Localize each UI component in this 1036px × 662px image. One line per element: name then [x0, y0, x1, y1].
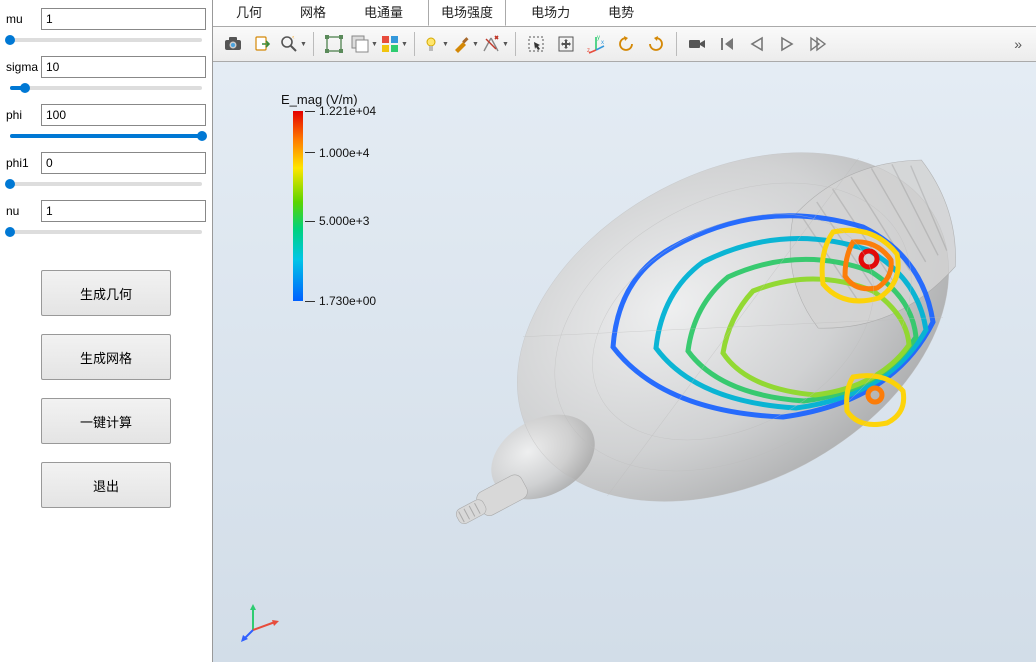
generate-mesh-button[interactable]: 生成网格 — [41, 334, 171, 380]
tab-efield[interactable]: 电场强度 — [428, 0, 506, 26]
legend-tick: 1.730e+00 — [305, 294, 376, 308]
button-stack: 生成几何 生成网格 一键计算 退出 — [6, 270, 206, 508]
tab-mesh[interactable]: 网格 — [287, 0, 339, 26]
model-render — [413, 117, 993, 577]
toolbar-overflow-icon[interactable]: » — [1006, 36, 1030, 52]
param-label-mu: mu — [6, 12, 41, 26]
exit-button[interactable]: 退出 — [41, 462, 171, 508]
svg-text:z: z — [587, 48, 590, 54]
color-legend: E_mag (V/m) 1.221e+041.000e+45.000e+31.7… — [263, 92, 358, 301]
camera-icon[interactable] — [219, 30, 247, 58]
pan-select-icon[interactable] — [522, 30, 550, 58]
legend-tick: 5.000e+3 — [305, 214, 369, 228]
slider-nu[interactable] — [10, 230, 202, 234]
compute-button[interactable]: 一键计算 — [41, 398, 171, 444]
multi-select-icon[interactable]: ▼ — [380, 30, 408, 58]
param-label-sigma: sigma — [6, 60, 41, 74]
param-label-nu: nu — [6, 204, 41, 218]
viewport-3d[interactable]: E_mag (V/m) 1.221e+041.000e+45.000e+31.7… — [213, 62, 1036, 662]
export-icon[interactable] — [249, 30, 277, 58]
slider-mu[interactable] — [10, 38, 202, 42]
legend-colorbar — [293, 111, 303, 301]
slider-phi[interactable] — [10, 134, 202, 138]
tab-geometry[interactable]: 几何 — [223, 0, 275, 26]
next-frame-icon[interactable] — [803, 30, 831, 58]
select-window-icon[interactable]: ▼ — [350, 30, 378, 58]
video-icon[interactable] — [683, 30, 711, 58]
toolbar: ▼ ▼ ▼ ▼ ▼ ▼ — [213, 26, 1036, 62]
axis-triad-icon — [241, 602, 281, 642]
move-icon[interactable] — [552, 30, 580, 58]
param-input-nu[interactable] — [41, 200, 206, 222]
slider-phi1[interactable] — [10, 182, 202, 186]
svg-text:x: x — [601, 40, 604, 46]
play-icon[interactable] — [773, 30, 801, 58]
param-input-phi[interactable] — [41, 104, 206, 126]
prev-frame-icon[interactable] — [743, 30, 771, 58]
legend-tick: 1.000e+4 — [305, 146, 369, 160]
sidebar: mu sigma phi phi1 nu 生成几何 生成网格 一键计算 退出 — [0, 0, 213, 662]
brush-icon[interactable]: ▼ — [451, 30, 479, 58]
zoom-icon[interactable]: ▼ — [279, 30, 307, 58]
param-input-mu[interactable] — [41, 8, 206, 30]
rotate-ccw-icon[interactable] — [612, 30, 640, 58]
first-frame-icon[interactable] — [713, 30, 741, 58]
generate-geometry-button[interactable]: 生成几何 — [41, 270, 171, 316]
tab-potential[interactable]: 电势 — [595, 0, 647, 26]
tab-eforce[interactable]: 电场力 — [518, 0, 583, 26]
light-icon[interactable]: ▼ — [421, 30, 449, 58]
main-area: 几何网格电通量电场强度电场力电势 ▼ ▼ ▼ ▼ — [213, 0, 1036, 662]
measure-icon[interactable]: ▼ — [481, 30, 509, 58]
svg-text:y: y — [597, 35, 600, 41]
legend-tick: 1.221e+04 — [305, 104, 376, 118]
param-input-sigma[interactable] — [41, 56, 206, 78]
tab-flux[interactable]: 电通量 — [351, 0, 416, 26]
param-label-phi: phi — [6, 108, 41, 122]
slider-sigma[interactable] — [10, 86, 202, 90]
rotate-cw-icon[interactable] — [642, 30, 670, 58]
axes-icon[interactable]: yx z — [582, 30, 610, 58]
tab-bar: 几何网格电通量电场强度电场力电势 — [213, 0, 1036, 26]
param-label-phi1: phi1 — [6, 156, 41, 170]
select-box-icon[interactable] — [320, 30, 348, 58]
param-input-phi1[interactable] — [41, 152, 206, 174]
